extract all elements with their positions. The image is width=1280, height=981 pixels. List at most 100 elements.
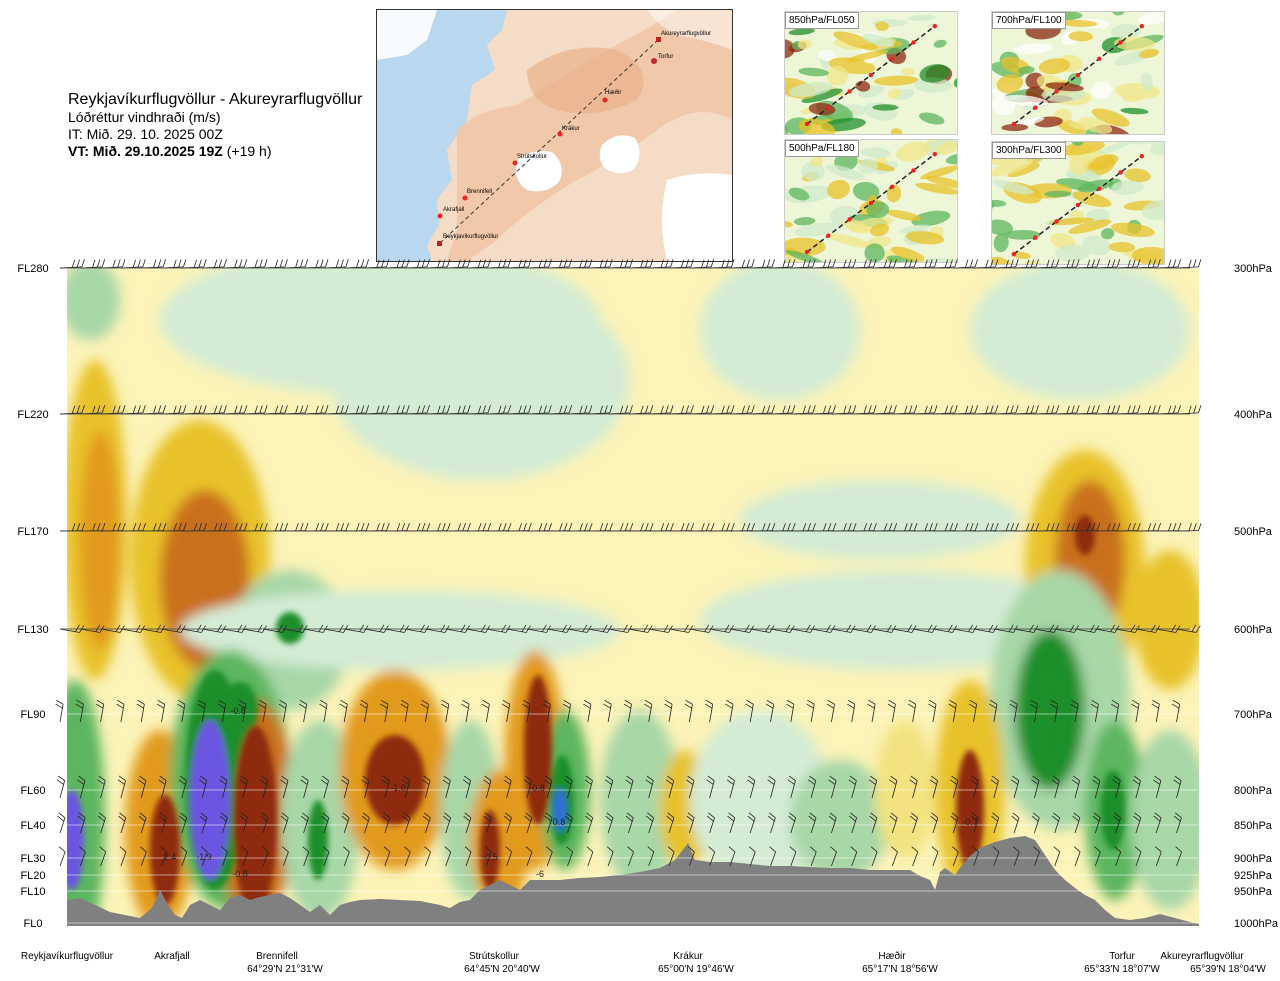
minimap-field-patch xyxy=(1137,12,1164,25)
wind-barb xyxy=(1175,846,1183,867)
wind-barb xyxy=(300,775,309,799)
wind-barb xyxy=(931,846,939,867)
wind-barb xyxy=(359,699,369,723)
wind-barb xyxy=(564,812,573,834)
minimap-field-patch xyxy=(993,233,1009,253)
wind-barb xyxy=(1173,775,1182,799)
minimap-field-patch xyxy=(1079,116,1113,134)
wind-barb xyxy=(907,699,917,723)
wind-barb xyxy=(402,775,411,799)
wind-barb xyxy=(665,775,675,799)
wind-barb xyxy=(441,699,450,723)
wind-barb xyxy=(300,812,309,834)
map-label: Krákur xyxy=(562,126,580,132)
wind-barb xyxy=(583,699,592,723)
minimap-field-patch xyxy=(794,222,841,237)
location-coordinate: 64°45'N 20°40'W xyxy=(464,964,540,975)
pressure-level-label: 850hPa xyxy=(1234,820,1273,832)
wind-barb xyxy=(177,699,186,723)
minimap-waypoint xyxy=(1011,121,1017,127)
wind-barb xyxy=(970,812,979,834)
wind-barb xyxy=(97,775,106,799)
wind-barb xyxy=(664,699,673,723)
minimap-field-patch xyxy=(788,81,834,98)
minimap-field-patch xyxy=(862,33,894,48)
wind-barb xyxy=(989,699,998,723)
wind-barb xyxy=(100,259,126,269)
minimap-field-patch xyxy=(945,152,957,165)
wind-barb xyxy=(666,812,675,834)
wind-barb xyxy=(547,405,572,415)
wind-barb xyxy=(444,846,452,867)
wind-barb xyxy=(343,846,350,867)
wind-barb xyxy=(77,775,86,799)
wind-barb xyxy=(339,699,348,723)
wind-barb xyxy=(1029,699,1038,723)
wind-barb xyxy=(623,699,632,723)
wind-barb xyxy=(808,775,817,799)
wind-barb xyxy=(950,775,959,799)
minimap-field-patch xyxy=(1004,229,1041,240)
wind-barb xyxy=(688,846,695,867)
map-label: Strútskollur xyxy=(517,154,547,160)
location-name: Akureyrarflugvöllur xyxy=(1160,951,1244,962)
minimap-waypoint xyxy=(1075,72,1081,78)
title-block: Reykjavíkurflugvöllur - Akureyrarflugvöl… xyxy=(68,90,362,160)
route-map-svg: Akureyrarflugvöllur Torfur Hæðir Krákur … xyxy=(377,10,732,261)
wind-barb xyxy=(544,812,553,834)
map-marker-strutskollur xyxy=(512,160,518,166)
wind-barb xyxy=(950,812,959,834)
minimap-field-patch xyxy=(843,219,871,234)
wind-barb xyxy=(158,812,167,834)
minimap-field-patch xyxy=(1150,142,1164,156)
minimap-waypoint xyxy=(868,200,874,206)
wind-barb xyxy=(383,846,391,867)
minimap-field-patch xyxy=(1101,228,1115,240)
wind-barb xyxy=(992,846,1000,867)
minimap-field-patch xyxy=(1120,107,1149,115)
minimap-waypoint xyxy=(1139,24,1144,29)
wind-barb xyxy=(868,775,878,799)
minimap-waypoint xyxy=(804,121,810,127)
wind-barb xyxy=(522,699,531,723)
wind-barb xyxy=(361,775,370,799)
wind-barb xyxy=(605,812,614,834)
minimap-field-patch xyxy=(1056,119,1086,134)
wind-barb xyxy=(684,699,693,723)
contour-label: -0.7 xyxy=(962,817,978,827)
wind-barb xyxy=(461,699,470,723)
wind-barb xyxy=(1112,812,1121,834)
pressure-level-label: 700hPa xyxy=(1234,709,1273,721)
wind-barb xyxy=(747,775,756,799)
minimap-850: 850hPa/FL050 xyxy=(784,11,958,135)
location-axis: Reykjavíkurflugvöllur Akrafjall Brennifell… xyxy=(21,950,1267,975)
location-name: Torfur xyxy=(1109,951,1135,962)
wind-barb xyxy=(968,699,978,723)
pressure-level-label: 800hPa xyxy=(1234,785,1273,797)
wind-barb xyxy=(584,775,593,799)
minimap-field-patch xyxy=(1091,108,1130,127)
wind-barb xyxy=(1031,775,1040,799)
wind-barb xyxy=(1131,699,1140,723)
minimap-field-patch xyxy=(1045,82,1084,92)
wind-barb xyxy=(928,699,937,723)
minimap-300: 300hPa/FL300 xyxy=(991,141,1165,265)
wind-barb xyxy=(1009,699,1018,723)
wind-barb xyxy=(564,775,573,799)
wind-barb xyxy=(850,846,858,867)
wind-barb xyxy=(506,259,532,269)
location-coordinate: 65°00'N 19°46'W xyxy=(658,964,734,975)
wind-barb xyxy=(1011,775,1020,799)
issue-time: IT: Mið. 29. 10. 2025 00Z xyxy=(68,126,223,142)
wind-barb xyxy=(891,846,898,867)
contour-label: -0.8 xyxy=(232,869,248,879)
minimap-field-patch xyxy=(860,147,891,158)
minimap-field-patch xyxy=(920,165,957,180)
wind-barb xyxy=(644,699,653,723)
wind-barb xyxy=(420,699,429,723)
minimap-field-patch xyxy=(1007,162,1040,178)
wind-barb xyxy=(788,812,797,834)
minimap-waypoint xyxy=(1075,202,1081,208)
wind-barb xyxy=(118,812,127,834)
wind-barb xyxy=(97,812,106,834)
